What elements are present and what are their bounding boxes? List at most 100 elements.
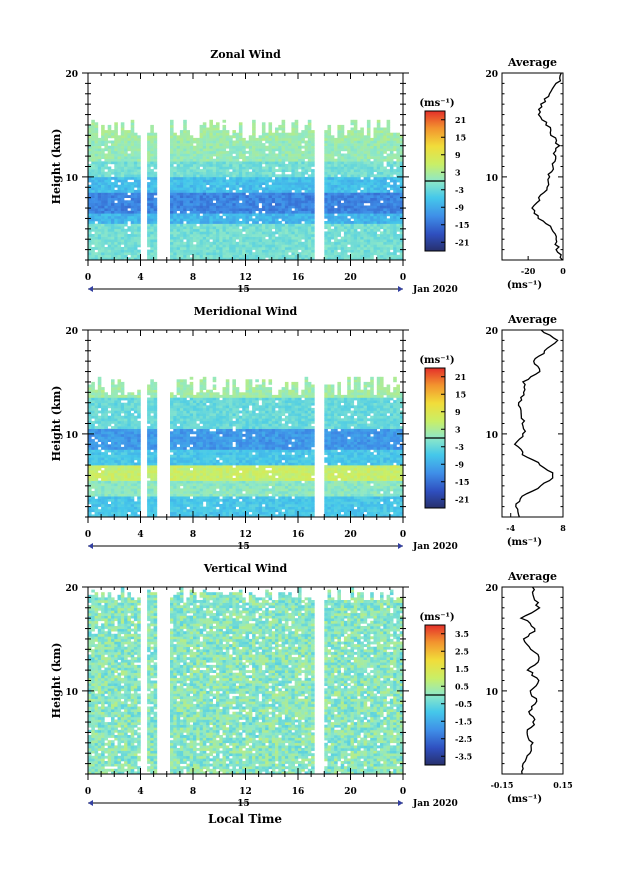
heatmap-cell xyxy=(373,241,378,245)
heatmap-cell xyxy=(88,192,92,196)
heatmap-cell xyxy=(94,454,99,458)
heatmap-cell xyxy=(189,189,194,193)
heatmap-cell xyxy=(91,174,95,178)
heatmap-cell xyxy=(327,148,332,152)
heatmap-cell xyxy=(127,202,131,206)
heatmap-cell xyxy=(370,182,374,185)
heatmap-cell xyxy=(278,228,282,232)
heatmap-cell xyxy=(380,254,384,258)
heatmap-cell xyxy=(206,228,210,232)
heatmap-cell xyxy=(173,176,177,180)
heatmap-cell xyxy=(353,143,358,146)
heatmap-cell xyxy=(265,163,269,167)
heatmap-cell xyxy=(294,215,299,219)
heatmap-cell xyxy=(252,176,256,180)
heatmap-cell xyxy=(147,176,151,180)
heatmap-cell xyxy=(104,514,108,518)
heatmap-cell xyxy=(291,135,295,139)
heatmap-cell xyxy=(258,184,263,188)
heatmap-cell xyxy=(107,244,112,248)
heatmap-cell xyxy=(88,498,92,502)
heatmap-cell xyxy=(311,257,315,261)
heatmap-cell xyxy=(363,143,368,146)
heatmap-cell xyxy=(327,249,332,253)
heatmap-cell xyxy=(248,174,253,178)
heatmap-cell xyxy=(307,150,312,154)
heatmap-cell xyxy=(265,176,269,180)
heatmap-cell xyxy=(357,236,361,240)
heatmap-cell xyxy=(376,254,381,258)
heatmap-cell xyxy=(91,400,95,403)
heatmap-cell xyxy=(330,244,335,248)
heatmap-cell xyxy=(101,148,105,152)
heatmap-cell xyxy=(265,148,269,152)
heatmap-cell xyxy=(170,135,174,139)
heatmap-cell xyxy=(232,135,236,139)
heatmap-cell xyxy=(396,174,400,178)
heatmap-cell xyxy=(334,208,338,211)
heatmap-cell xyxy=(88,148,92,152)
heatmap-cell xyxy=(252,130,256,133)
heatmap-cell xyxy=(107,405,112,409)
heatmap-cell xyxy=(380,174,384,178)
heatmap-cell xyxy=(107,470,112,474)
heatmap-cell xyxy=(88,405,92,409)
heatmap-cell xyxy=(248,140,253,144)
heatmap-cell xyxy=(114,127,118,131)
average-y-tick-label: 10 xyxy=(485,174,498,184)
heatmap-cell xyxy=(176,228,181,232)
heatmap-cell xyxy=(88,195,92,198)
heatmap-cell xyxy=(219,249,223,253)
heatmap-cell xyxy=(261,187,266,191)
heatmap-cell xyxy=(340,218,345,222)
heatmap-cell xyxy=(209,130,213,133)
heatmap-cell xyxy=(232,166,236,170)
heatmap-cell xyxy=(127,176,131,180)
heatmap-cell xyxy=(91,392,95,396)
heatmap-cell xyxy=(97,384,102,388)
heatmap-cell xyxy=(386,210,391,214)
heatmap-cell xyxy=(120,475,125,479)
heatmap-cell xyxy=(124,218,128,222)
heatmap-cell xyxy=(294,143,299,146)
heatmap-cell xyxy=(150,135,154,139)
heatmap-cell xyxy=(304,124,309,128)
heatmap-cell xyxy=(189,247,194,250)
heatmap-cell xyxy=(196,231,200,235)
heatmap-cell xyxy=(380,184,384,188)
heatmap-cell xyxy=(199,179,204,183)
heatmap-cell xyxy=(88,413,92,416)
heatmap-cell xyxy=(202,218,207,222)
heatmap-cell xyxy=(127,257,131,261)
heatmap-cell xyxy=(370,184,374,188)
heatmap-cell xyxy=(133,143,138,146)
heatmap-cell xyxy=(170,247,174,250)
heatmap-cell xyxy=(179,241,184,245)
heatmap-cell xyxy=(117,478,122,481)
heatmap-cell xyxy=(104,493,108,497)
heatmap-cell xyxy=(150,247,154,250)
heatmap-cell xyxy=(120,254,125,258)
heatmap-cell xyxy=(111,488,115,492)
heatmap-cell xyxy=(111,483,115,487)
heatmap-cell xyxy=(298,166,302,170)
heatmap-cell xyxy=(294,239,299,243)
heatmap-cell xyxy=(357,137,361,141)
heatmap-cell xyxy=(347,182,351,185)
heatmap-cell xyxy=(216,153,220,157)
heatmap-cell xyxy=(294,174,299,178)
heatmap-cell xyxy=(114,480,118,484)
heatmap-cell xyxy=(225,223,230,227)
heatmap-cell xyxy=(393,184,397,188)
heatmap-cell xyxy=(357,187,361,191)
heatmap-cell xyxy=(186,221,190,224)
heatmap-cell xyxy=(271,153,276,157)
heatmap-cell xyxy=(107,205,112,209)
heatmap-cell xyxy=(380,231,384,235)
heatmap-cell xyxy=(281,215,286,219)
heatmap-cell xyxy=(350,187,355,191)
heatmap-cell xyxy=(396,189,400,193)
heatmap-cell xyxy=(202,249,207,253)
heatmap-cell xyxy=(225,208,230,211)
heatmap-cell xyxy=(150,153,154,157)
